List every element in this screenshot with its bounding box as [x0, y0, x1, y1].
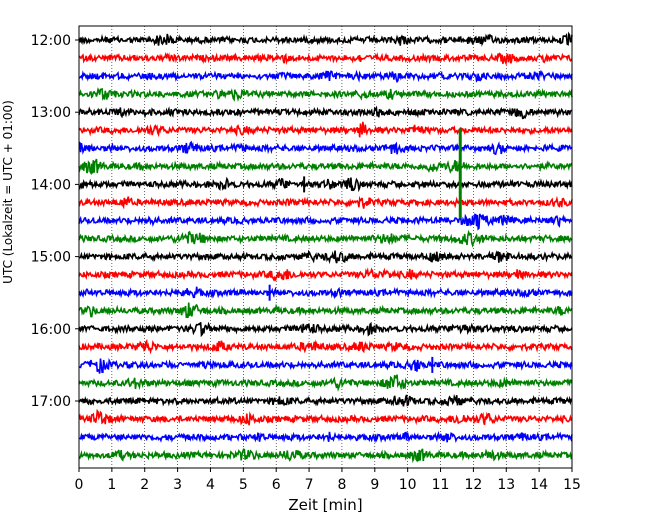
event-markers: [268, 128, 462, 373]
plot-frame: [78, 25, 573, 469]
trace-line: [78, 249, 573, 265]
x-tick-label: 2: [140, 477, 149, 493]
y-tick-label: 15:00: [31, 250, 71, 266]
x-tick-label: 3: [173, 477, 182, 493]
trace-line: [78, 321, 573, 338]
trace-line: [78, 195, 573, 210]
trace-line: [78, 357, 573, 374]
trace-line: [78, 302, 573, 319]
x-tick-label: 4: [206, 477, 215, 493]
trace-line: [78, 121, 573, 138]
y-tick-label: 16:00: [31, 322, 71, 338]
y-tick-label: 17:00: [31, 394, 71, 410]
y-tick-label: 14:00: [31, 177, 71, 193]
y-ticks: 12:00 13:00 14:00 15:00 16:00 17:00: [31, 33, 79, 410]
trace-line: [78, 267, 573, 282]
x-tick-label: 9: [370, 477, 379, 493]
y-tick-label: 13:00: [31, 105, 71, 121]
x-tick-label: 7: [305, 477, 314, 493]
trace-line: [78, 213, 573, 231]
trace-line: [78, 229, 573, 248]
trace-line: [78, 408, 573, 426]
trace-line: [78, 31, 573, 47]
trace-line: [78, 176, 573, 193]
trace-line: [78, 393, 573, 407]
trace-line: [78, 51, 573, 67]
x-tick-label: 8: [337, 477, 346, 493]
trace-line: [78, 286, 573, 300]
trace-line: [78, 140, 573, 156]
x-tick-label: 5: [239, 477, 248, 493]
trace-line: [78, 430, 573, 444]
trace-line: [78, 448, 573, 464]
y-tick-label: 12:00: [31, 33, 71, 49]
x-tick-label: 1: [107, 477, 116, 493]
x-tick-label: 14: [530, 477, 548, 493]
trace-line: [78, 158, 573, 176]
trace-line: [78, 87, 573, 103]
x-tick-label: 12: [464, 477, 482, 493]
trace-line: [78, 69, 573, 84]
trace-line: [78, 374, 573, 392]
trace-line: [78, 338, 573, 355]
x-ticks: 0 1 2 3 4 5 6 7 8 9 10 11 12 13 14 15: [75, 468, 581, 493]
x-tick-label: 15: [563, 477, 581, 493]
traces: [78, 31, 573, 464]
x-tick-label: 13: [497, 477, 515, 493]
x-tick-label: 6: [272, 477, 281, 493]
x-axis-label: Zeit [min]: [288, 496, 362, 514]
x-tick-label: 10: [399, 477, 417, 493]
x-tick-label: 0: [75, 477, 84, 493]
x-tick-label: 11: [432, 477, 450, 493]
trace-line: [78, 105, 573, 120]
y-axis-label: UTC (Lokalzeit = UTC + 01:00): [1, 100, 15, 284]
